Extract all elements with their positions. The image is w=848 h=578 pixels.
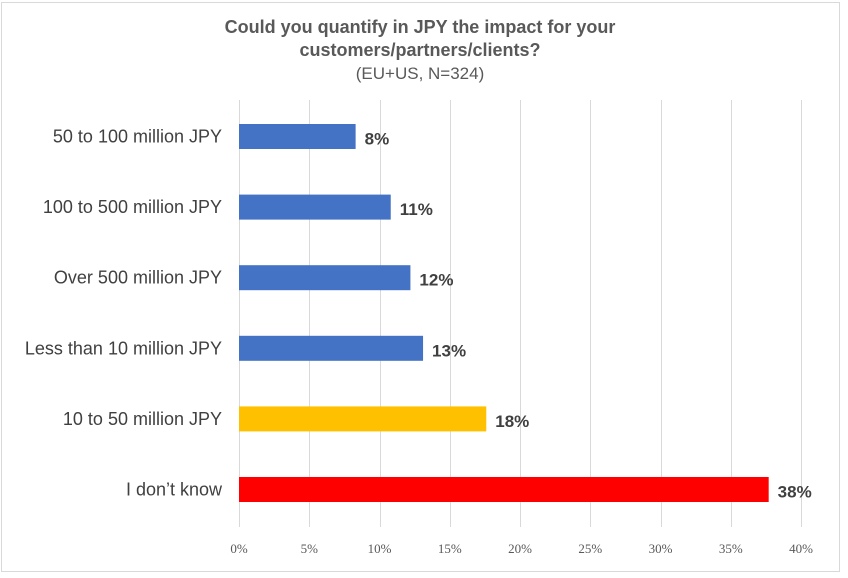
data-label: 38%	[778, 483, 812, 502]
gridlines	[239, 100, 802, 527]
data-label: 11%	[400, 200, 433, 219]
chart-title: Could you quantify in JPY the impact for…	[225, 17, 616, 83]
chart-title-line-2: customers/partners/clients?	[299, 40, 540, 60]
x-tick-label: 35%	[719, 541, 743, 556]
bar	[239, 477, 769, 502]
category-labels: 50 to 100 million JPY 100 to 500 million …	[25, 127, 223, 500]
bar	[239, 406, 487, 432]
bar	[239, 265, 411, 291]
chart-title-line-1: Could you quantify in JPY the impact for…	[225, 17, 616, 37]
bar	[239, 124, 356, 149]
data-labels: 8% 11% 12% 13% 18% 38%	[365, 130, 812, 502]
data-label: 8%	[365, 130, 390, 149]
data-label: 13%	[432, 341, 466, 360]
category-label: Less than 10 million JPY	[25, 338, 222, 358]
x-tick-label: 10%	[368, 541, 392, 556]
category-label: I don’t know	[126, 480, 223, 500]
bar	[239, 194, 391, 220]
bars	[239, 124, 769, 502]
x-tick-label: 5%	[301, 541, 319, 556]
x-axis-tick-labels: 0% 5% 10% 15% 20% 25% 30% 35% 40%	[230, 541, 813, 556]
data-label: 18%	[495, 412, 529, 431]
chart-subtitle: (EU+US, N=324)	[356, 64, 485, 83]
data-label: 12%	[419, 271, 453, 290]
x-tick-label: 40%	[789, 541, 813, 556]
x-tick-label: 15%	[438, 541, 462, 556]
x-tick-label: 20%	[508, 541, 532, 556]
bar	[239, 335, 424, 361]
x-tick-label: 25%	[578, 541, 602, 556]
category-label: 50 to 100 million JPY	[53, 127, 222, 147]
category-label: Over 500 million JPY	[54, 268, 222, 288]
category-label: 10 to 50 million JPY	[63, 409, 222, 429]
x-tick-label: 30%	[649, 541, 673, 556]
category-label: 100 to 500 million JPY	[43, 197, 222, 217]
x-tick-label: 0%	[230, 541, 248, 556]
